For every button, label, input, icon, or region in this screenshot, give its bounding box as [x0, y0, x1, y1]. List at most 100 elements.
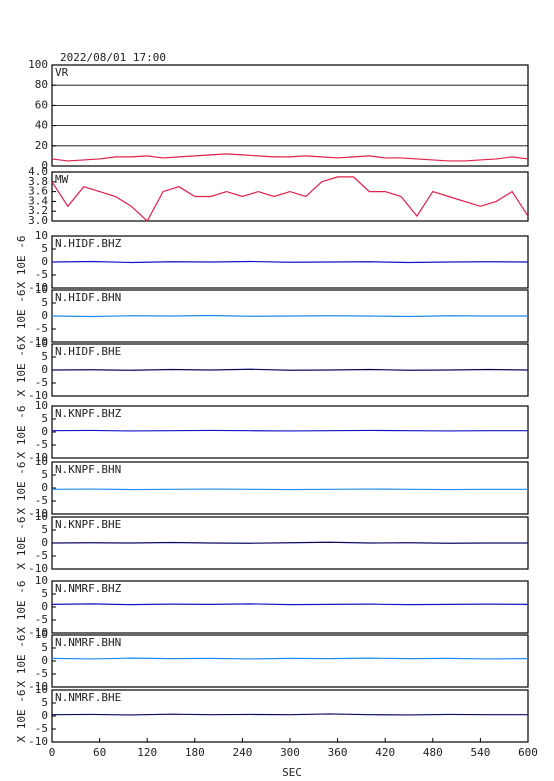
y-tick-label: 10 — [35, 683, 48, 696]
y-tick-label: 5 — [41, 242, 48, 255]
trace-line — [51, 429, 528, 432]
trace-line — [51, 713, 528, 716]
panel-frame — [51, 634, 529, 688]
trace-name: MW — [55, 173, 69, 186]
y-tick-label: -10 — [28, 281, 48, 294]
panel-frame — [51, 171, 529, 222]
y-tick-label: 10 — [35, 574, 48, 587]
y-tick-label: 5 — [41, 523, 48, 536]
y-tick-label: 5 — [41, 350, 48, 363]
y-tick-label: 5 — [41, 296, 48, 309]
y-tick-label: -5 — [35, 322, 48, 335]
trace-name: N.KNPF.BHE — [55, 518, 121, 531]
y-tick-label: -5 — [35, 667, 48, 680]
x-tick-label: 180 — [185, 746, 205, 759]
y-tick-label: 5 — [41, 468, 48, 481]
y-tick-label: 0 — [41, 255, 48, 268]
y-tick-label: 0 — [41, 536, 48, 549]
trace-name: N.HIDF.BHE — [55, 345, 121, 358]
panel-frame — [51, 461, 529, 515]
trace-line — [51, 541, 528, 544]
trace-line — [51, 603, 529, 606]
x-tick-label: 420 — [375, 746, 395, 759]
x-tick-label: 240 — [232, 746, 252, 759]
x-axis-label: SEC — [282, 766, 302, 779]
y-tick-label: 10 — [35, 283, 48, 296]
x-tick-label: 360 — [328, 746, 348, 759]
x-tick-label: 300 — [280, 746, 300, 759]
trace-name: VR — [55, 66, 69, 79]
trace-name: N.NMRF.BHE — [55, 691, 121, 704]
y-tick-label: 10 — [35, 399, 48, 412]
y-tick-label: 60 — [35, 98, 48, 111]
y-tick-label: 5 — [41, 641, 48, 654]
y-tick-label: 0 — [41, 363, 48, 376]
y-tick-label: 3.0 — [28, 214, 48, 227]
y-axis-label: X 10E -6 — [15, 344, 28, 397]
y-tick-label: 0 — [41, 309, 48, 322]
y-tick-label: -5 — [35, 376, 48, 389]
panel-frame — [51, 580, 529, 634]
y-tick-label: 0 — [41, 481, 48, 494]
x-tick-label: 480 — [423, 746, 443, 759]
y-tick-label: -10 — [28, 335, 48, 348]
y-tick-label: 5 — [41, 587, 48, 600]
trace-line — [51, 260, 529, 264]
y-tick-label: 10 — [35, 337, 48, 350]
y-tick-label: -10 — [28, 562, 48, 575]
y-axis-label: X 10E -6 — [15, 690, 28, 743]
y-axis-label: X 10E -6 — [15, 406, 28, 459]
y-tick-label: -5 — [35, 494, 48, 507]
y-tick-label: -10 — [28, 626, 48, 639]
x-tick-label: 0 — [49, 746, 56, 759]
trace-name: N.KNPF.BHN — [55, 463, 121, 476]
y-tick-label: -5 — [35, 549, 48, 562]
x-tick-label: 60 — [93, 746, 106, 759]
y-axis-label: X 10E -6 — [15, 517, 28, 570]
x-tick-label: 540 — [470, 746, 490, 759]
panel-frame — [51, 689, 529, 743]
y-tick-label: 3.8 — [28, 175, 48, 188]
y-tick-label: 20 — [35, 139, 48, 152]
y-tick-label: 0 — [41, 600, 48, 613]
y-tick-label: -5 — [35, 722, 48, 735]
y-tick-label: -5 — [35, 613, 48, 626]
y-tick-label: 80 — [35, 78, 48, 91]
y-tick-label: 10 — [35, 510, 48, 523]
panel-frame — [51, 64, 529, 167]
y-tick-label: 10 — [35, 628, 48, 641]
y-tick-label: -10 — [28, 507, 48, 520]
chart-title: 2022/08/01 17:00 — [60, 51, 166, 64]
y-tick-label: 10 — [35, 229, 48, 242]
y-axis-label: X 10E -6 — [15, 236, 28, 289]
y-axis-label: X 10E -6 — [15, 290, 28, 343]
trace-name: N.HIDF.BHN — [55, 291, 121, 304]
y-tick-label: 3.2 — [28, 204, 48, 217]
y-tick-label: 0 — [41, 425, 48, 438]
y-tick-label: 10 — [35, 455, 48, 468]
y-tick-label: 5 — [41, 412, 48, 425]
y-tick-label: 3.6 — [28, 185, 48, 198]
trace-line — [51, 657, 529, 660]
trace-line — [51, 314, 528, 318]
panel-frame — [51, 405, 529, 459]
trace-name: N.NMRF.BHZ — [55, 582, 122, 595]
y-tick-label: 0 — [41, 709, 48, 722]
x-tick-label: 120 — [137, 746, 157, 759]
y-tick-label: 0 — [41, 159, 48, 172]
trace-line — [51, 176, 529, 222]
trace-name: N.NMRF.BHN — [55, 636, 121, 649]
y-tick-label: 3.4 — [28, 194, 48, 207]
y-tick-label: -5 — [35, 438, 48, 451]
trace-line — [51, 368, 529, 371]
y-tick-label: 5 — [41, 696, 48, 709]
y-axis-label: X 10E -6 — [15, 581, 28, 634]
trace-line — [51, 153, 529, 162]
y-tick-label: -10 — [28, 680, 48, 693]
trace-name: N.HIDF.BHZ — [55, 237, 122, 250]
y-tick-label: -10 — [28, 451, 48, 464]
y-tick-label: 40 — [35, 119, 48, 132]
y-tick-label: 100 — [28, 58, 48, 71]
